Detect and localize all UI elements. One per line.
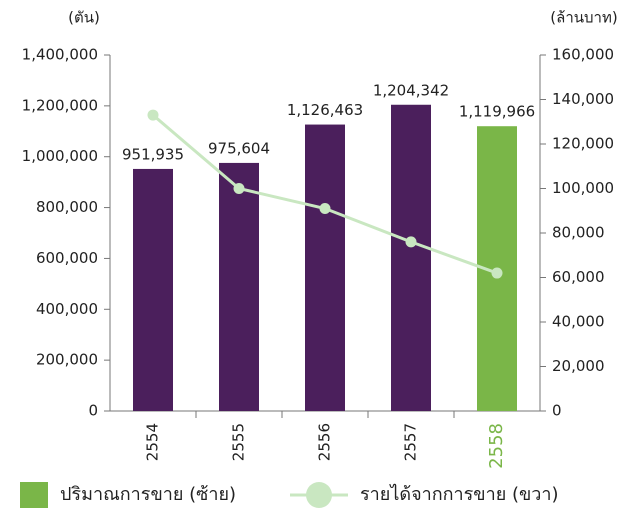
bar — [391, 104, 431, 411]
y2-tick-label: 100,000 — [552, 179, 614, 197]
legend-label: รายได้จากการขาย (ขวา) — [360, 483, 559, 505]
legend-marker — [306, 482, 332, 508]
legend-label: ปริมาณการขาย (ซ้าย) — [60, 484, 236, 505]
y-tick-label: 1,200,000 — [22, 96, 98, 114]
x-tick-label: 2558 — [486, 423, 507, 469]
bar — [133, 168, 173, 411]
y-tick-label: 200,000 — [36, 351, 98, 369]
line-point — [405, 236, 417, 248]
y2-tick-label: 160,000 — [552, 46, 614, 64]
y2-tick-label: 0 — [552, 402, 562, 420]
y-tick-label: 600,000 — [36, 249, 98, 267]
y2-tick-label: 40,000 — [552, 313, 605, 331]
line-point — [319, 203, 331, 215]
y2-tick-label: 120,000 — [552, 135, 614, 153]
x-tick-label: 2555 — [230, 423, 248, 461]
legend-swatch — [20, 482, 48, 508]
y-tick-label: 0 — [88, 402, 98, 420]
y2-tick-label: 80,000 — [552, 224, 605, 242]
line-point — [147, 109, 159, 121]
y-tick-label: 400,000 — [36, 300, 98, 318]
y-tick-label: 1,400,000 — [22, 46, 98, 64]
bar-value-label: 975,604 — [208, 139, 270, 157]
y2-tick-label: 140,000 — [552, 90, 614, 108]
x-tick-label: 2557 — [402, 423, 420, 461]
bar-value-label: 1,126,463 — [287, 101, 363, 119]
y2-tick-label: 60,000 — [552, 268, 605, 286]
line-point — [233, 183, 245, 194]
y2-axis-label: (ล้านบาท) — [550, 9, 617, 27]
y2-tick-label: 20,000 — [552, 357, 605, 375]
y-axis-label: (ตัน) — [68, 9, 100, 27]
y-tick-label: 800,000 — [36, 198, 98, 216]
line-point — [491, 267, 503, 279]
bar — [219, 162, 259, 411]
bar-value-label: 951,935 — [122, 145, 184, 163]
bar-value-label: 1,119,966 — [459, 103, 535, 121]
y-tick-label: 1,000,000 — [22, 147, 98, 165]
x-tick-label: 2556 — [316, 423, 334, 461]
bar — [305, 124, 345, 411]
x-tick-label: 2554 — [144, 423, 162, 461]
bar-value-label: 1,204,342 — [373, 81, 449, 99]
